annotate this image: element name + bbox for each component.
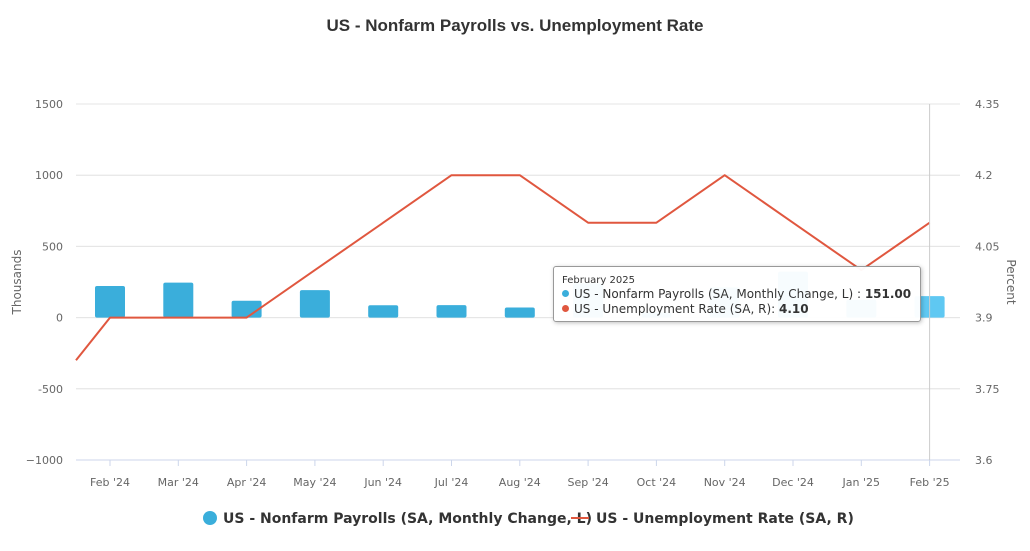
x-tick-label: May '24 [293,476,336,489]
y-axis-left: 1500 1000 500 0 -500 −1000 [26,98,63,467]
x-tick-label: Oct '24 [637,476,677,489]
y-right-tick: 4.2 [975,169,993,182]
bar[interactable] [163,282,194,318]
x-tick-label: Jul '24 [434,476,469,489]
bar[interactable] [368,305,399,318]
x-tick-label: Aug '24 [499,476,541,489]
tooltip-row-unemployment: US - Unemployment Rate (SA, R): 4.10 [562,302,912,317]
x-tick-label: Apr '24 [227,476,267,489]
x-tick-label: Nov '24 [704,476,746,489]
x-tick-label: Mar '24 [158,476,199,489]
legend: US - Nonfarm Payrolls (SA, Monthly Chang… [203,511,854,527]
y-left-title: Thousands [10,250,24,316]
unemployment-line[interactable] [75,174,931,361]
tooltip-payrolls-dot [562,290,569,297]
x-tick-label: Feb '25 [910,476,950,489]
y-left-tick: −1000 [26,454,63,467]
tooltip-row-payrolls: US - Nonfarm Payrolls (SA, Monthly Chang… [562,287,912,302]
x-tick-label: Jan '25 [842,476,880,489]
y-right-tick: 3.9 [975,312,993,325]
y-left-tick: 500 [42,240,63,253]
bar[interactable] [95,285,125,318]
legend-item-payrolls[interactable]: US - Nonfarm Payrolls (SA, Monthly Chang… [223,511,592,527]
y-right-tick: 4.35 [975,98,1000,111]
y-left-tick: -500 [38,383,63,396]
chart-title: US - Nonfarm Payrolls vs. Unemployment R… [327,16,704,35]
x-tick-label: Feb '24 [90,476,130,489]
bar[interactable] [504,307,535,318]
x-tick-label: Jun '24 [363,476,402,489]
line-layer [75,174,931,361]
y-left-tick: 1500 [35,98,63,111]
y-right-tick: 4.05 [975,240,1000,253]
y-axis-right: 4.35 4.2 4.05 3.9 3.75 3.6 [975,98,1000,467]
bar[interactable] [299,290,330,318]
legend-bar-swatch [203,511,217,525]
legend-item-unemployment[interactable]: US - Unemployment Rate (SA, R) [596,511,854,527]
tooltip: February 2025 US - Nonfarm Payrolls (SA,… [553,266,921,322]
y-right-tick: 3.75 [975,383,1000,396]
tooltip-unemployment-label: US - Unemployment Rate (SA, R): [574,302,779,316]
y-left-tick: 0 [56,312,63,325]
x-tick-label: Sep '24 [567,476,608,489]
tooltip-unemployment-dot [562,305,569,312]
y-left-tick: 1000 [35,169,63,182]
tooltip-date: February 2025 [562,275,635,286]
bar[interactable] [436,305,467,318]
tooltip-payrolls-value: 151.00 [864,287,912,301]
y-right-tick: 3.6 [975,454,993,467]
y-right-title: Percent [1004,259,1018,304]
x-axis: Feb '24 Mar '24 Apr '24 May '24 Jun '24 Jul '… [76,104,960,489]
tooltip-payrolls-label: US - Nonfarm Payrolls (SA, Monthly Chang… [574,287,865,301]
tooltip-unemployment-value: 4.10 [778,302,809,316]
x-tick-label: Dec '24 [772,476,814,489]
